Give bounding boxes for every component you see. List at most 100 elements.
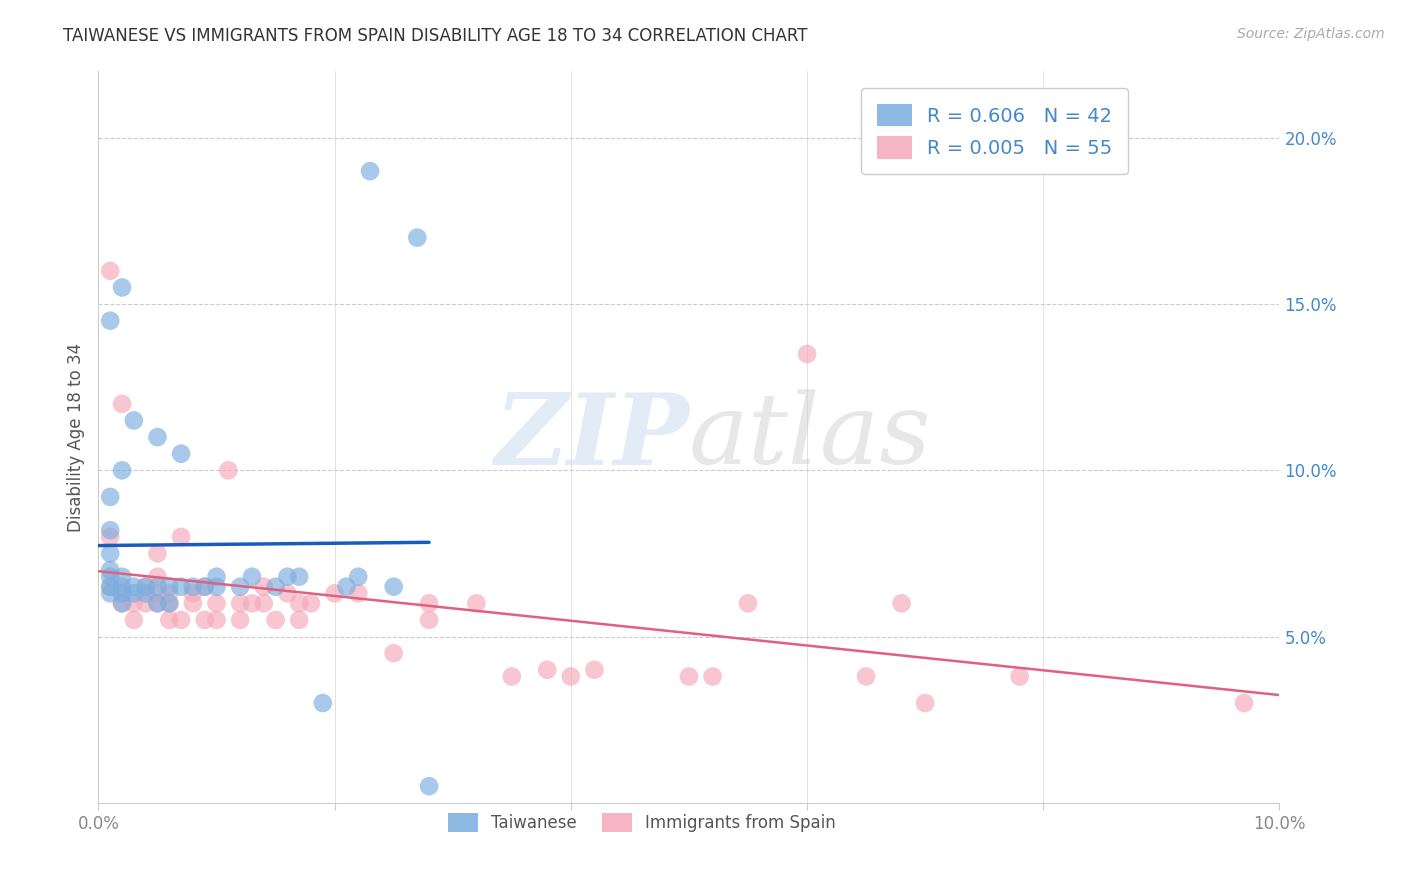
Point [98,490,121,504]
Point [347,570,370,584]
Point [111,463,134,477]
Point [146,596,169,610]
Point [98,314,121,328]
Point [135,596,157,610]
Point [122,596,145,610]
Point [264,580,287,594]
Point [98,546,121,560]
Point [678,669,700,683]
Point [465,596,488,610]
Point [111,397,134,411]
Point [335,580,357,594]
Point [288,570,311,584]
Point [181,580,204,594]
Point [406,230,429,244]
Point [418,779,440,793]
Point [135,580,157,594]
Point [914,696,936,710]
Point [240,570,263,584]
Point [170,580,193,594]
Point [135,586,157,600]
Point [181,596,204,610]
Point [111,596,134,610]
Point [229,596,252,610]
Point [299,596,322,610]
Point [347,586,370,600]
Point [501,669,523,683]
Point [111,596,134,610]
Point [583,663,606,677]
Point [111,280,134,294]
Point [111,580,134,594]
Point [98,570,121,584]
Point [253,580,276,594]
Y-axis label: Disability Age 18 to 34: Disability Age 18 to 34 [66,343,84,532]
Point [194,580,217,594]
Point [276,586,298,600]
Point [122,613,145,627]
Point [157,586,180,600]
Point [111,586,134,600]
Point [229,580,252,594]
Point [382,646,405,660]
Point [122,413,145,427]
Point [181,586,204,600]
Point [146,580,169,594]
Point [205,570,228,584]
Point [122,580,145,594]
Point [312,696,335,710]
Point [146,570,169,584]
Point [122,586,145,600]
Point [737,596,759,610]
Point [98,580,121,594]
Point [98,586,121,600]
Point [98,580,121,594]
Text: TAIWANESE VS IMMIGRANTS FROM SPAIN DISABILITY AGE 18 TO 34 CORRELATION CHART: TAIWANESE VS IMMIGRANTS FROM SPAIN DISAB… [63,27,808,45]
Point [253,596,276,610]
Point [240,596,263,610]
Point [111,570,134,584]
Point [170,447,193,461]
Point [276,570,298,584]
Text: ZIP: ZIP [494,389,689,485]
Legend: Taiwanese, Immigrants from Spain: Taiwanese, Immigrants from Spain [434,800,849,846]
Point [157,613,180,627]
Point [229,613,252,627]
Point [890,596,912,610]
Point [288,596,311,610]
Point [205,596,228,610]
Point [418,613,440,627]
Point [382,580,405,594]
Point [560,669,582,683]
Point [170,613,193,627]
Point [98,563,121,577]
Point [359,164,381,178]
Point [205,613,228,627]
Text: Source: ZipAtlas.com: Source: ZipAtlas.com [1237,27,1385,41]
Point [146,586,169,600]
Point [1233,696,1256,710]
Point [217,463,239,477]
Point [146,546,169,560]
Point [146,596,169,610]
Point [194,613,217,627]
Point [157,580,180,594]
Point [135,580,157,594]
Point [194,580,217,594]
Point [157,596,180,610]
Point [855,669,877,683]
Point [1008,669,1031,683]
Point [323,586,346,600]
Point [536,663,558,677]
Point [796,347,818,361]
Point [98,523,121,537]
Point [98,264,121,278]
Point [264,613,287,627]
Point [111,586,134,600]
Point [98,530,121,544]
Point [170,530,193,544]
Point [146,430,169,444]
Point [157,596,180,610]
Point [205,580,228,594]
Text: atlas: atlas [689,390,932,484]
